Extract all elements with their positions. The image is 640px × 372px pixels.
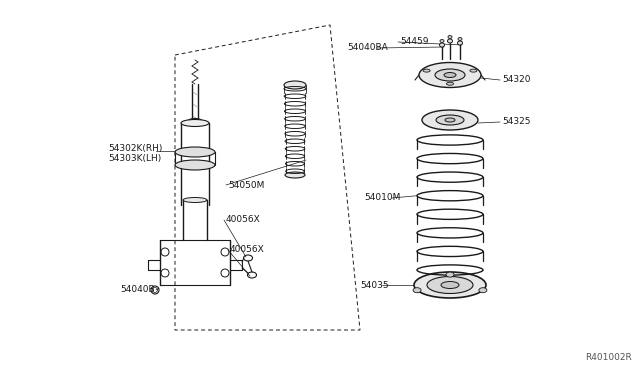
Ellipse shape [183,198,207,202]
Text: 54303K(LH): 54303K(LH) [108,154,161,164]
Ellipse shape [422,110,478,130]
Ellipse shape [175,160,215,170]
Text: 54459: 54459 [400,36,429,45]
Ellipse shape [441,282,459,289]
Text: R401002R: R401002R [585,353,632,362]
Text: 54325: 54325 [502,118,531,126]
Ellipse shape [447,39,452,43]
Ellipse shape [285,172,305,178]
Text: 54010M: 54010M [364,193,401,202]
Text: 54040BA: 54040BA [347,42,388,51]
Ellipse shape [413,288,421,293]
Ellipse shape [445,118,455,122]
Ellipse shape [436,115,464,125]
Text: 54320: 54320 [502,76,531,84]
Ellipse shape [181,119,209,126]
Text: 54035: 54035 [360,280,388,289]
Ellipse shape [448,35,452,38]
Text: 40056X: 40056X [226,215,260,224]
Ellipse shape [440,39,444,42]
Ellipse shape [435,69,465,81]
Ellipse shape [444,73,456,77]
Text: 54050M: 54050M [228,180,264,189]
Ellipse shape [284,81,306,89]
Ellipse shape [458,38,462,41]
Ellipse shape [414,272,486,298]
Ellipse shape [188,119,202,124]
Ellipse shape [446,272,454,277]
Ellipse shape [479,288,487,293]
Text: 54040B: 54040B [120,285,155,295]
Ellipse shape [427,276,473,294]
Ellipse shape [175,147,215,157]
Ellipse shape [458,41,463,45]
Ellipse shape [470,69,477,72]
Text: 54302K(RH): 54302K(RH) [108,144,163,153]
Ellipse shape [419,62,481,87]
Ellipse shape [423,69,430,72]
Ellipse shape [440,43,445,47]
Ellipse shape [447,82,454,85]
Text: 40056X: 40056X [230,246,265,254]
